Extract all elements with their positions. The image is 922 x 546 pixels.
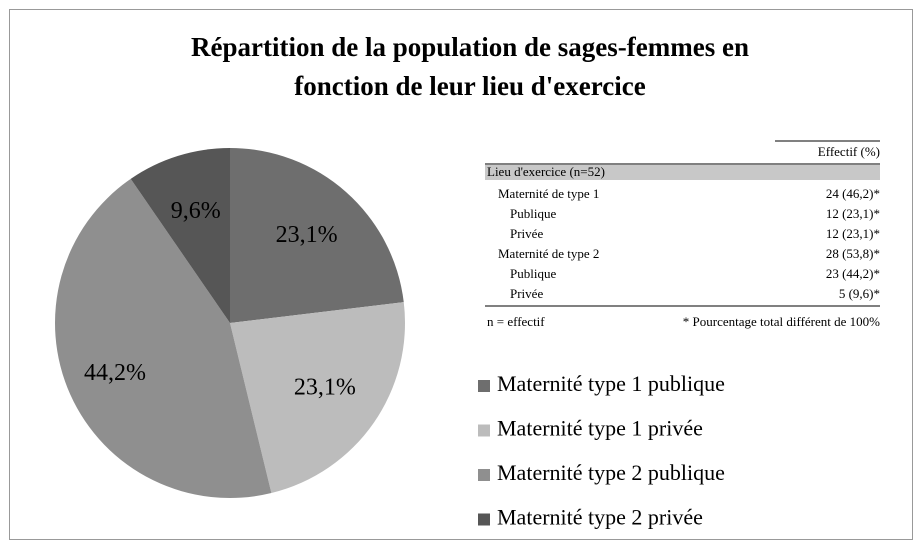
legend-label: Maternité type 1 privée [497,416,703,441]
chart-title-continuation: fonction de leur lieu d'exercice [294,71,645,101]
chart-title-line: Répartition de la population de sages-fe… [191,32,749,62]
table: Effectif (%) Lieu d'exercice (n=52) Mate… [485,140,880,329]
table-header: Effectif (%) [818,144,880,159]
data-label: 23,1% [276,222,338,248]
table-cell: 12 (23,1)* [826,226,880,241]
pie-slice [130,148,230,323]
legend-label: Maternité type 1 publique [497,371,725,396]
table-cell: 23 (44,2)* [826,266,880,281]
pie-slice [230,148,404,323]
legend-swatch [478,380,490,392]
table-cell: Publique [510,266,556,281]
legend-swatch [478,469,490,481]
pie-slice [230,302,406,494]
table-cell: 28 (53,8)* [826,246,880,261]
legend-label: Maternité type 2 publique [497,460,725,485]
table-cell: 24 (46,2)* [826,186,880,201]
table-note: * Pourcentage total différent de 100% [683,314,880,329]
table-cell: 5 (9,6)* [839,286,880,301]
legend-label: Maternité type 2 privée [497,505,703,530]
table-section: Lieu d'exercice (n=52) [487,164,605,179]
table-cell: 12 (23,1)* [826,206,880,221]
legend-swatch [478,424,490,437]
table-note: n = effectif [487,314,545,329]
table-cell: Publique [510,206,556,221]
data-label: 44,2% [84,360,146,386]
data-label: 23,1% [294,374,356,400]
table-cell: Maternité de type 2 [498,246,599,261]
pie-slice [54,178,272,499]
table-cell: Maternité de type 1 [498,186,599,201]
table-cell: Privée [510,286,543,301]
section-band [485,165,880,180]
table-cell: Privée [510,226,543,241]
data-label: 9,6% [171,198,221,224]
legend-swatch [478,513,490,526]
